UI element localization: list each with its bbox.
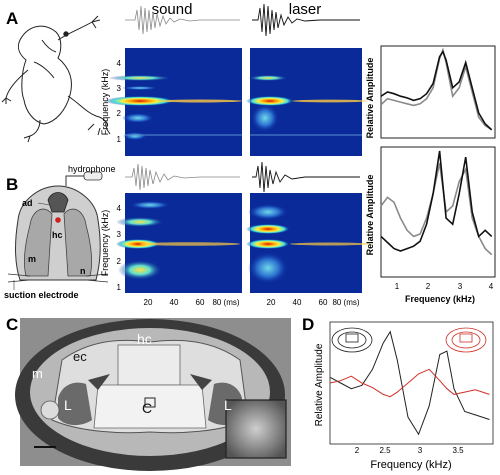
inset-red-outline xyxy=(445,327,487,353)
inset-black-outline xyxy=(331,327,373,353)
spectrogram-a-sound xyxy=(105,48,242,156)
panel-b-labels: hydrophone ad hc m n suction electrode xyxy=(4,164,116,300)
panel-d: Relative Amplitude 2 2.5 3 3.5 Frequency… xyxy=(314,321,494,471)
spectrogram-b-axis: Frequency (kHz) 1 2 3 4 20 40 60 80 (ms)… xyxy=(100,204,360,307)
spectrum-a-series-2 xyxy=(380,49,493,131)
label-hydrophone: hydrophone xyxy=(68,164,116,174)
label-c-l-left: L xyxy=(64,397,72,413)
spectrum-a-ylabel: Relative Amplitude xyxy=(365,58,375,139)
spectrogram-b-ytick-4: 4 xyxy=(117,204,122,213)
label-suction-electrode: suction electrode xyxy=(4,290,79,300)
waveform-sound-b xyxy=(125,163,240,191)
micrograph-cross-section xyxy=(15,318,291,471)
spectrogram-b-xtick-laser-4: 80 (ms) xyxy=(332,298,359,307)
panel-d-xlabel: Frequency (kHz) xyxy=(370,459,451,471)
panel-d-xtick-1: 2 xyxy=(355,446,360,455)
panel-d-ylabel: Relative Amplitude xyxy=(314,343,325,426)
spectrum-b-xtick-3: 3 xyxy=(458,282,463,291)
spectrogram-b-xtick-sound-2: 40 xyxy=(170,298,179,307)
label-c-hc: hc xyxy=(137,331,152,347)
panel-label-c: C xyxy=(6,315,18,334)
spectrum-d-series-1 xyxy=(329,330,490,436)
panel-label-a: A xyxy=(6,9,18,28)
label-m: m xyxy=(28,254,36,264)
panel-d-xtick-3: 3 xyxy=(418,446,423,455)
spectrum-b-xtick-2: 2 xyxy=(426,282,431,291)
header-sound: sound xyxy=(152,1,193,18)
spectrogram-b-laser xyxy=(246,193,370,293)
spectrogram-b-sound xyxy=(116,193,242,293)
spectrogram-a-axis: Frequency (kHz) 1 2 3 4 xyxy=(100,59,122,144)
label-c-m: m xyxy=(32,366,43,381)
spectrogram-a-ytick-4: 4 xyxy=(117,59,122,68)
spectrum-a-series-1 xyxy=(380,47,493,131)
preparation-diagram xyxy=(7,171,109,290)
frog-illustration xyxy=(1,15,111,143)
spectrogram-b-xtick-laser-3: 60 xyxy=(319,298,328,307)
waveform-laser-a xyxy=(252,3,360,37)
spectrogram-b-ytick-3: 3 xyxy=(117,230,122,239)
label-n: n xyxy=(80,266,86,276)
panel-label-d: D xyxy=(302,315,314,334)
spectrogram-a-ytick-1: 1 xyxy=(117,135,122,144)
spectrum-b-xlabel: Frequency (kHz) xyxy=(405,294,475,304)
waveform-sound-a xyxy=(125,5,240,35)
spectrogram-b-xtick-sound-1: 20 xyxy=(144,298,153,307)
spectrogram-a-ytick-2: 2 xyxy=(117,109,122,118)
spectrogram-b-xtick-laser-1: 20 xyxy=(267,298,276,307)
spectrogram-a-laser xyxy=(246,48,368,156)
spectrogram-b-ylabel: Frequency (kHz) xyxy=(100,210,110,277)
spectrogram-b-ytick-1: 1 xyxy=(117,283,122,292)
panel-d-xtick-4: 3.5 xyxy=(452,446,464,455)
waveform-laser-b xyxy=(252,161,360,193)
label-hc: hc xyxy=(52,230,63,240)
spectrogram-b-ytick-2: 2 xyxy=(117,257,122,266)
spectrogram-b-xtick-sound-4: 80 (ms) xyxy=(212,298,239,307)
spectrum-b-xtick-1: 1 xyxy=(395,282,400,291)
spectrum-d-series-2 xyxy=(329,368,490,398)
spectrum-b-series-2 xyxy=(380,150,493,252)
label-c-l-right: L xyxy=(224,397,232,413)
spectrum-b-series-1 xyxy=(380,163,493,256)
spectrum-b-xtick-4: 4 xyxy=(489,282,494,291)
panel-label-b: B xyxy=(6,175,18,194)
spectrogram-b-xtick-sound-3: 60 xyxy=(196,298,205,307)
panel-d-xtick-2: 2.5 xyxy=(379,446,391,455)
label-ad: ad xyxy=(22,198,33,208)
spectrogram-b-xtick-laser-2: 40 xyxy=(293,298,302,307)
spectrum-b: Relative Amplitude 1 2 3 4 Frequency (kH… xyxy=(365,146,496,304)
spectrum-b-ylabel: Relative Amplitude xyxy=(365,175,375,256)
spectrogram-a-ytick-3: 3 xyxy=(117,84,122,93)
spectrum-a: Relative Amplitude xyxy=(365,45,496,139)
spectrogram-a-ylabel: Frequency (kHz) xyxy=(100,69,110,136)
label-c-c: C xyxy=(142,400,152,416)
header-laser: laser xyxy=(289,1,322,18)
label-c-ec: ec xyxy=(73,349,87,364)
panel-c-labels: hc ec m L C L xyxy=(32,331,232,416)
